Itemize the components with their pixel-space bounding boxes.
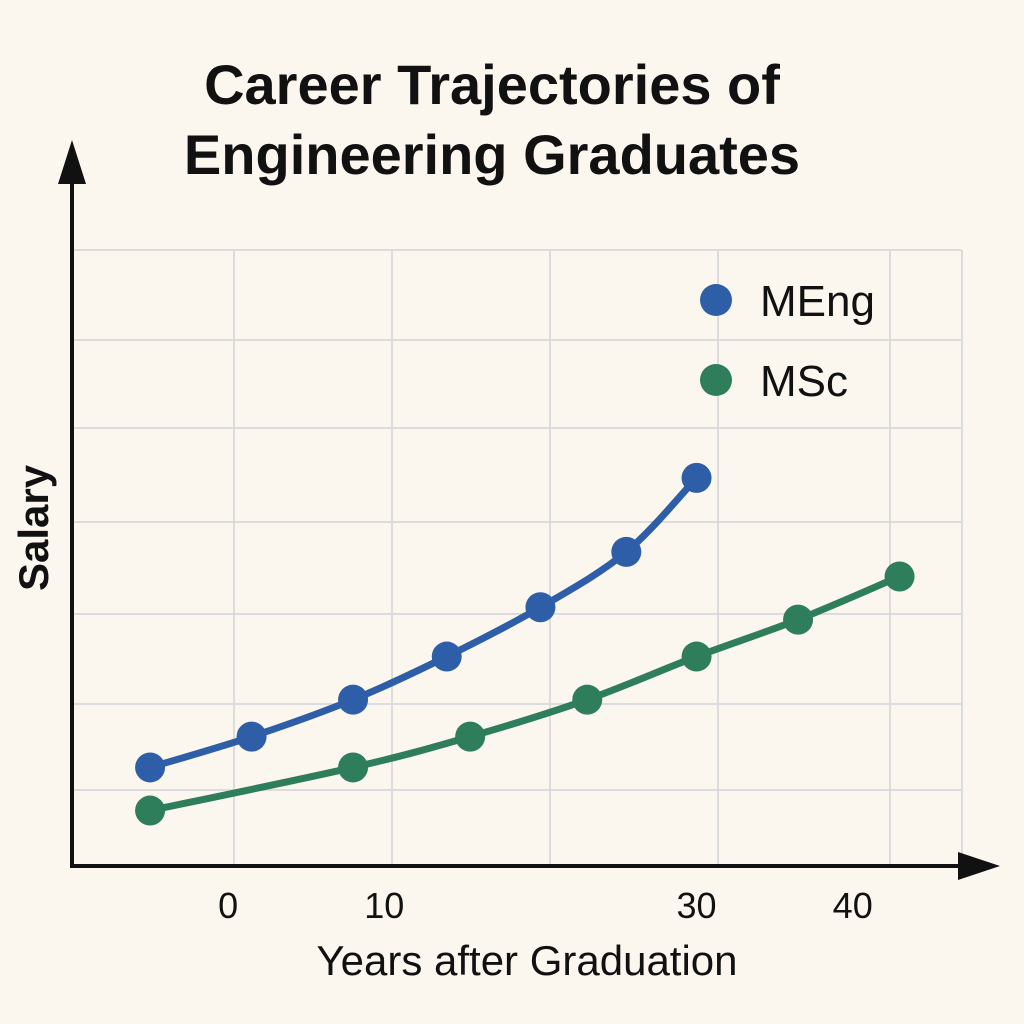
chart-legend: MEng MSc: [700, 277, 875, 406]
data-point-meng: [525, 592, 556, 623]
data-point-msc: [338, 752, 369, 783]
data-point-msc: [783, 604, 814, 635]
x-tick-label: 30: [677, 885, 717, 926]
chart-series: [135, 462, 915, 826]
y-axis-label: Salary: [10, 464, 57, 591]
data-point-meng: [611, 536, 642, 567]
data-point-meng: [135, 752, 166, 783]
chart-title-line-2: Engineering Graduates: [183, 123, 801, 186]
data-point-meng: [338, 684, 369, 715]
chart-title-line-1: Career Trajectories of: [204, 53, 780, 116]
data-point-msc: [135, 795, 166, 826]
x-axis-label: Years after Graduation: [316, 937, 737, 984]
chart-grid: [71, 249, 963, 866]
data-point-msc: [455, 721, 486, 752]
data-point-msc: [572, 684, 603, 715]
data-point-msc: [681, 641, 712, 672]
legend-label-msc: MSc: [760, 357, 848, 406]
x-axis-ticks: 0 10 30 40: [218, 885, 873, 926]
data-point-msc: [884, 561, 915, 592]
x-axis-arrow: [958, 852, 1000, 880]
chart-title: Career Trajectories of Engineering Gradu…: [0, 50, 984, 190]
x-tick-label: 10: [364, 885, 404, 926]
y-axis-arrow: [58, 140, 86, 184]
legend-marker-msc: [700, 364, 732, 396]
legend-label-meng: MEng: [760, 277, 875, 326]
x-tick-label: 40: [833, 885, 873, 926]
legend-marker-meng: [700, 284, 732, 316]
data-point-meng: [681, 462, 712, 493]
data-point-meng: [431, 641, 462, 672]
x-tick-label: 0: [218, 885, 238, 926]
data-point-meng: [236, 721, 267, 752]
chart-axes: [58, 140, 1000, 880]
